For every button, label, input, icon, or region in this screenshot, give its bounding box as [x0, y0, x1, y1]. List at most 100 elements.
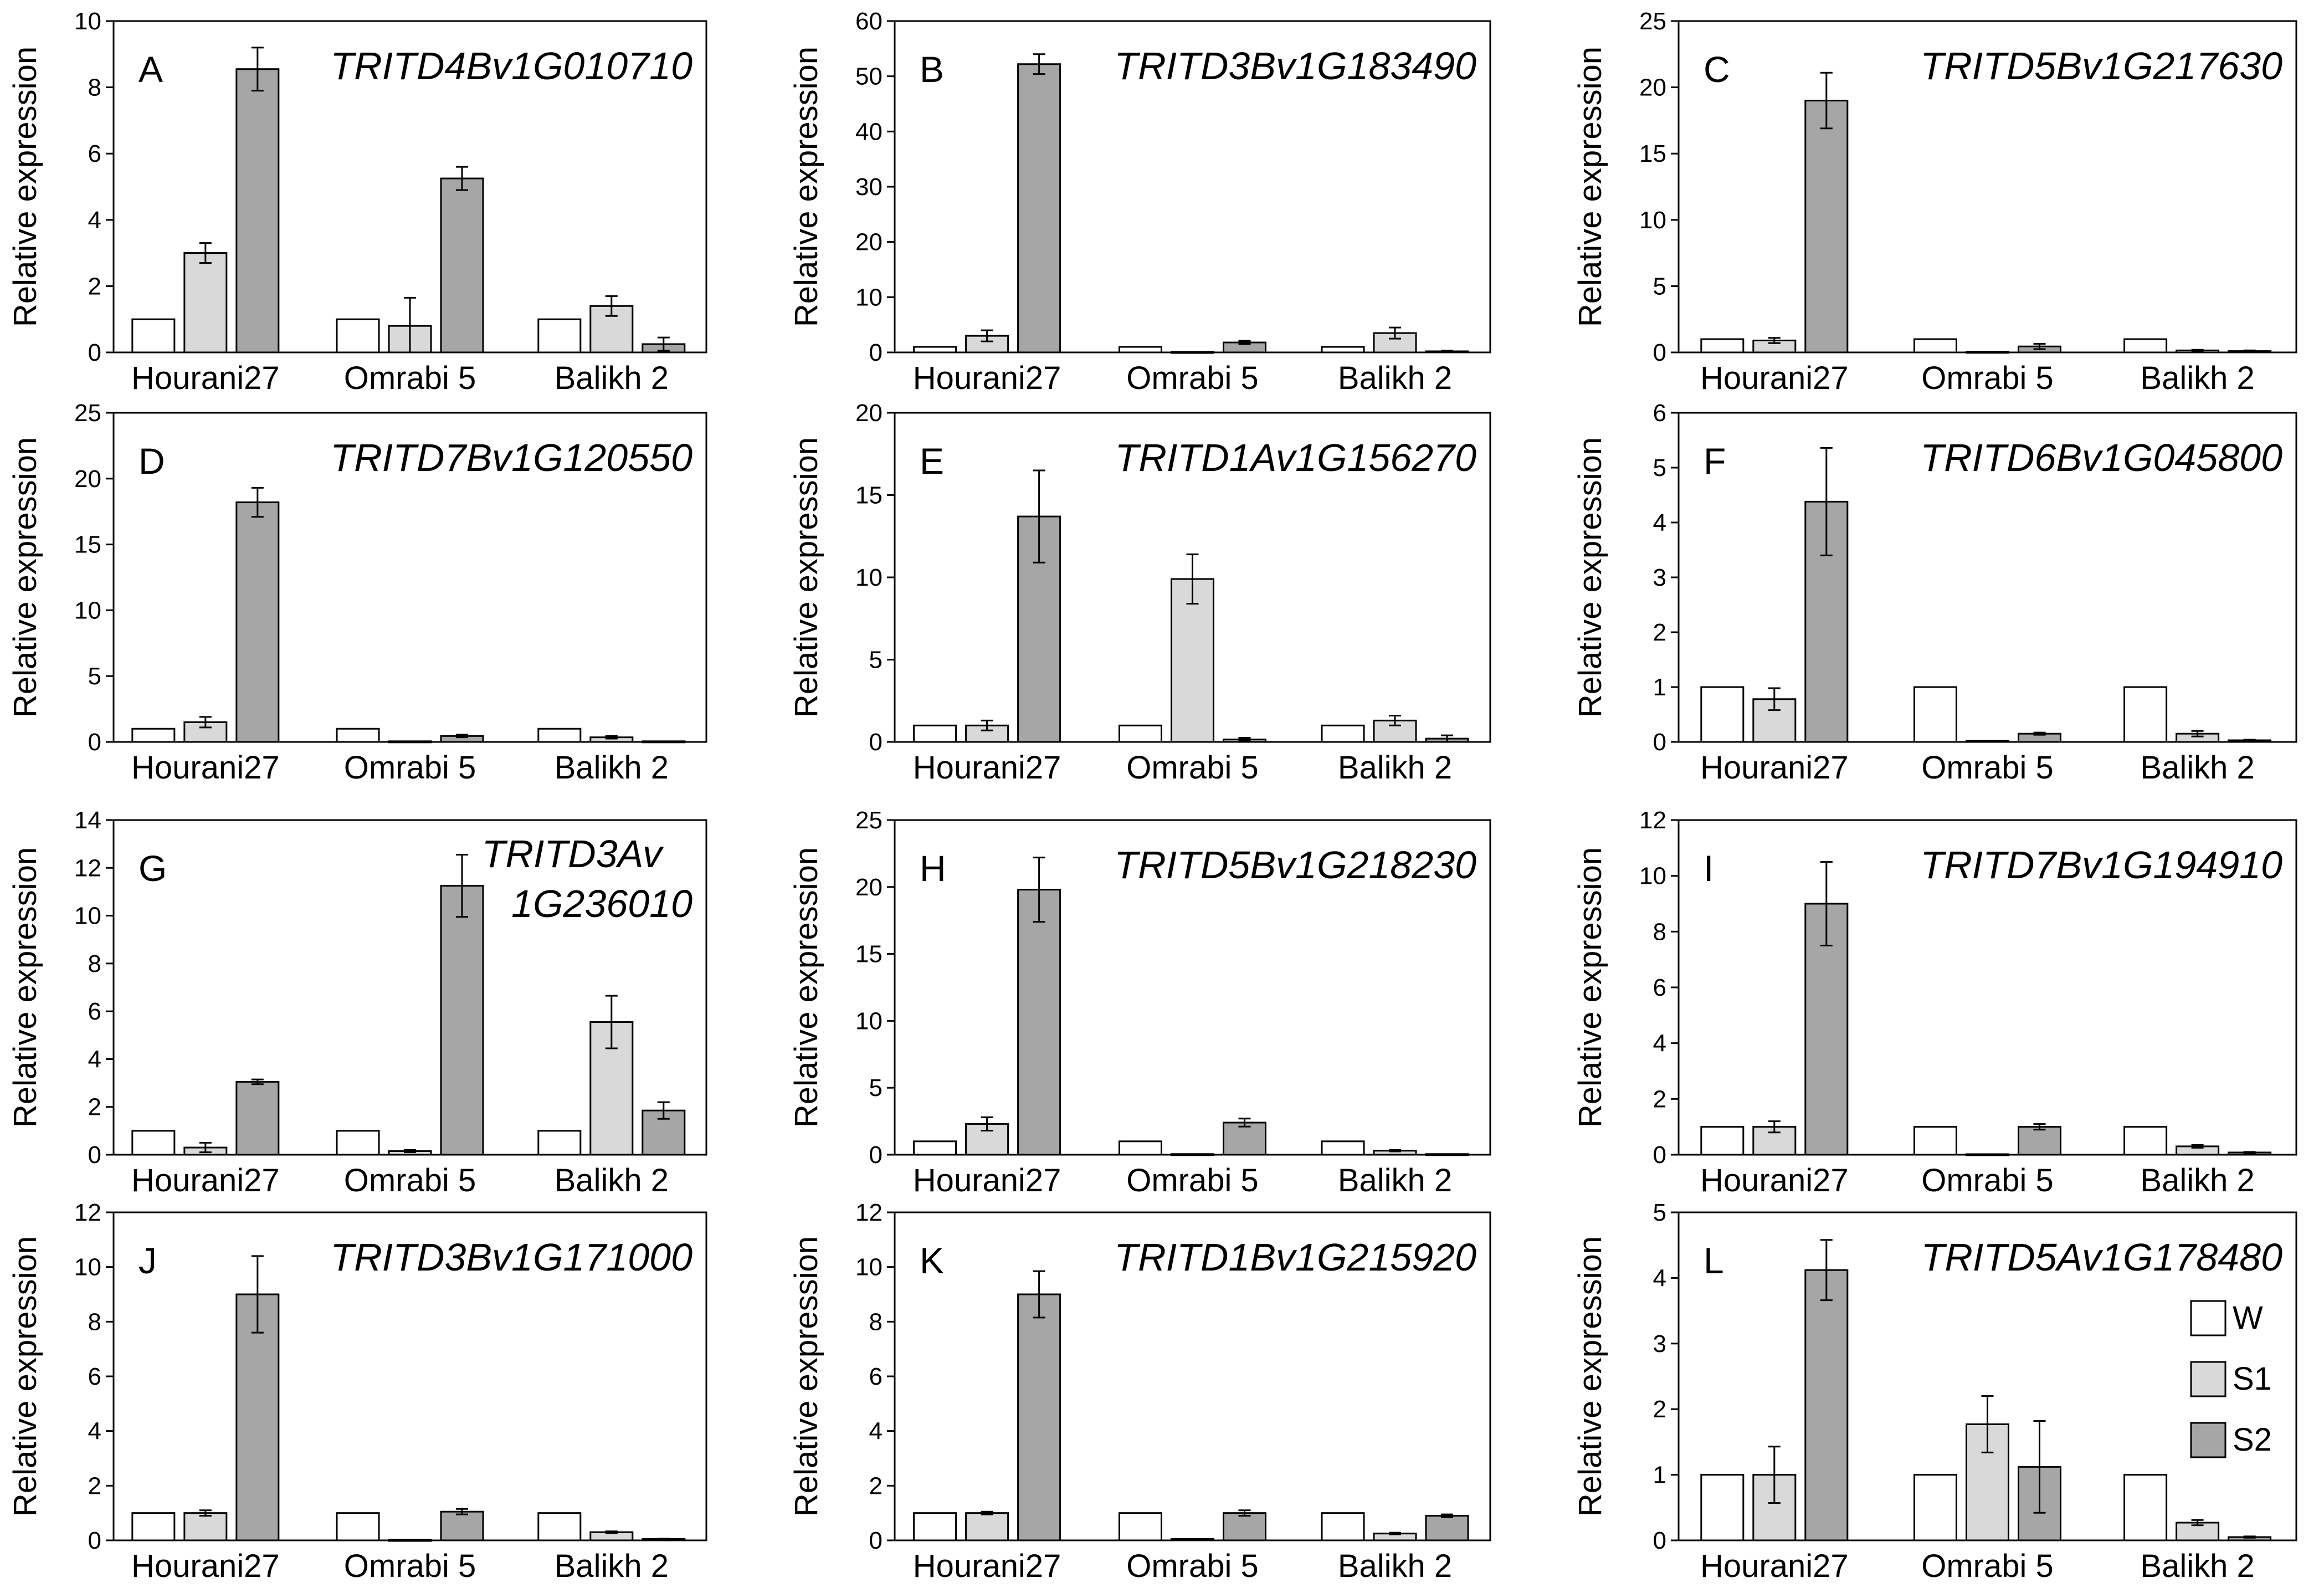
bar-w	[336, 318, 380, 354]
y-tick-label: 2	[1653, 1396, 1666, 1423]
y-tick-label: 2	[1653, 619, 1666, 646]
y-tick-label: 6	[1653, 974, 1666, 1001]
category-label: Hourani27	[1700, 1548, 1849, 1584]
category-label: Hourani27	[913, 750, 1061, 786]
panel-letter: H	[920, 848, 946, 889]
y-tick-label: 5	[1653, 454, 1666, 482]
category-label: Hourani27	[131, 750, 280, 786]
y-tick-label: 8	[88, 950, 101, 977]
y-tick-label: 5	[88, 663, 101, 690]
legend-swatch-s1	[2190, 1361, 2226, 1397]
y-axis-label: Relative expression	[788, 847, 824, 1128]
y-tick-label: 10	[1639, 207, 1666, 234]
y-axis-label: Relative expression	[1572, 1236, 1608, 1517]
y-tick-label: 1	[1653, 674, 1666, 701]
y-tick-label: 1	[1653, 1462, 1666, 1489]
y-tick-label: 20	[855, 229, 883, 256]
y-tick-label: 0	[88, 729, 101, 756]
y-tick-label: 4	[1653, 509, 1666, 536]
panel-letter: C	[1704, 49, 1730, 90]
bar-w	[131, 1130, 176, 1156]
bar-w	[537, 728, 582, 743]
category-label: Balikh 2	[555, 360, 669, 396]
gene-title: TRITD1Av1G156270	[1115, 436, 1476, 479]
bar-s1	[388, 1539, 432, 1542]
y-tick-label: 4	[88, 1418, 101, 1445]
category-label: Omrabi 5	[1126, 1162, 1259, 1198]
bar-w	[1913, 1126, 1957, 1156]
y-tick-label: 40	[855, 118, 883, 145]
bar-s2	[642, 740, 686, 744]
gene-title-line2: 1G236010	[511, 882, 692, 925]
gene-title: TRITD5Av1G178480	[1921, 1236, 2282, 1279]
bar-s2	[440, 885, 484, 1156]
category-label: Omrabi 5	[1126, 1548, 1259, 1584]
category-label: Hourani27	[1700, 360, 1849, 396]
bar-w	[336, 1512, 380, 1541]
category-label: Balikh 2	[2140, 360, 2254, 396]
category-label: Omrabi 5	[1921, 1548, 2054, 1584]
y-tick-label: 10	[855, 284, 883, 311]
bar-w	[913, 1140, 957, 1156]
panel-f: 0 1 2 3 4 5 6 Relative expression F TRITD6Bv1G045…	[1572, 399, 2297, 786]
y-tick-label: 0	[1653, 1527, 1666, 1554]
y-tick-label: 20	[855, 399, 883, 427]
bar-w	[1321, 1140, 1365, 1156]
y-tick-label: 0	[88, 339, 101, 366]
category-label: Hourani27	[913, 1548, 1061, 1584]
y-tick-label: 5	[869, 647, 883, 674]
category-label: Hourani27	[913, 360, 1061, 396]
category-label: Omrabi 5	[344, 360, 476, 396]
bar-w	[537, 318, 582, 354]
bar-w	[131, 318, 176, 354]
y-tick-label: 8	[88, 1308, 101, 1335]
panel-l: 0 1 2 3 4 5 Relative expression L TRITD5Av1G1784…	[1572, 1199, 2297, 1584]
y-tick-label: 10	[74, 8, 101, 35]
y-tick-label: 50	[855, 63, 883, 90]
y-tick-label: 10	[74, 903, 101, 930]
bar-s2	[1804, 1269, 1849, 1541]
panel-a: 0 2 4 6 8 10 Relative expression A TRITD4Bv1G010…	[7, 8, 707, 396]
bar-s2	[2018, 1126, 2061, 1156]
y-tick-label: 3	[1653, 1330, 1666, 1358]
panel-letter: A	[138, 49, 163, 90]
y-tick-label: 12	[1639, 807, 1666, 834]
y-axis-label: Relative expression	[7, 1236, 43, 1517]
gene-title: TRITD6Bv1G045800	[1920, 436, 2282, 479]
y-tick-label: 2	[88, 273, 101, 300]
y-tick-label: 10	[855, 564, 883, 591]
y-tick-label: 8	[869, 1308, 883, 1335]
y-tick-label: 10	[855, 1254, 883, 1281]
bar-w	[913, 724, 957, 743]
y-tick-label: 20	[855, 874, 883, 901]
bar-s2	[1017, 889, 1061, 1156]
bar-w	[913, 1512, 957, 1541]
y-tick-label: 12	[74, 1199, 101, 1226]
bar-s2	[1017, 63, 1061, 354]
category-label: Hourani27	[131, 360, 280, 396]
panel-letter: F	[1704, 440, 1726, 482]
y-tick-label: 60	[855, 8, 883, 35]
bar-s1	[183, 1512, 228, 1541]
y-tick-label: 0	[869, 1527, 883, 1554]
y-tick-label: 20	[74, 465, 101, 493]
bar-s2	[235, 501, 280, 743]
panel-e: 0 5 10 15 20 Relative expression E TRITD1Av1G15…	[788, 399, 1491, 786]
panel-j: 0 2 4 6 8 10 12 Relative expression J TRITD3Bv1G1…	[7, 1199, 707, 1584]
bar-s2	[1804, 100, 1849, 354]
category-label: Omrabi 5	[1126, 750, 1259, 786]
y-tick-label: 2	[88, 1472, 101, 1499]
bar-w	[537, 1512, 582, 1541]
y-tick-label: 25	[855, 807, 883, 834]
y-tick-label: 10	[74, 1254, 101, 1281]
panel-b: 0 10 20 30 40 50 60 Relative expression B TRITD3B…	[788, 8, 1491, 396]
category-label: Omrabi 5	[344, 1162, 476, 1198]
category-label: Balikh 2	[555, 750, 669, 786]
bar-s1	[1966, 1153, 2009, 1156]
legend: W S1 S2	[2190, 1300, 2272, 1458]
bar-s1	[183, 252, 228, 354]
category-label: Omrabi 5	[344, 1548, 476, 1584]
category-label: Balikh 2	[1338, 750, 1452, 786]
bar-w	[2123, 686, 2168, 743]
bar-w	[1119, 1512, 1162, 1541]
